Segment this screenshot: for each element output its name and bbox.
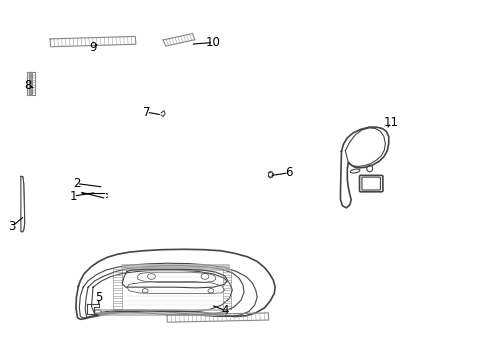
Text: 1: 1 bbox=[70, 190, 77, 203]
Text: 11: 11 bbox=[384, 116, 399, 129]
Text: 5: 5 bbox=[95, 291, 102, 305]
Text: 6: 6 bbox=[285, 166, 293, 179]
Text: 9: 9 bbox=[89, 41, 97, 54]
Text: 2: 2 bbox=[73, 177, 81, 190]
Text: 8: 8 bbox=[24, 79, 32, 92]
Text: 3: 3 bbox=[8, 220, 16, 233]
Text: 4: 4 bbox=[222, 304, 229, 317]
Text: 7: 7 bbox=[143, 105, 150, 119]
Text: 10: 10 bbox=[206, 36, 221, 49]
